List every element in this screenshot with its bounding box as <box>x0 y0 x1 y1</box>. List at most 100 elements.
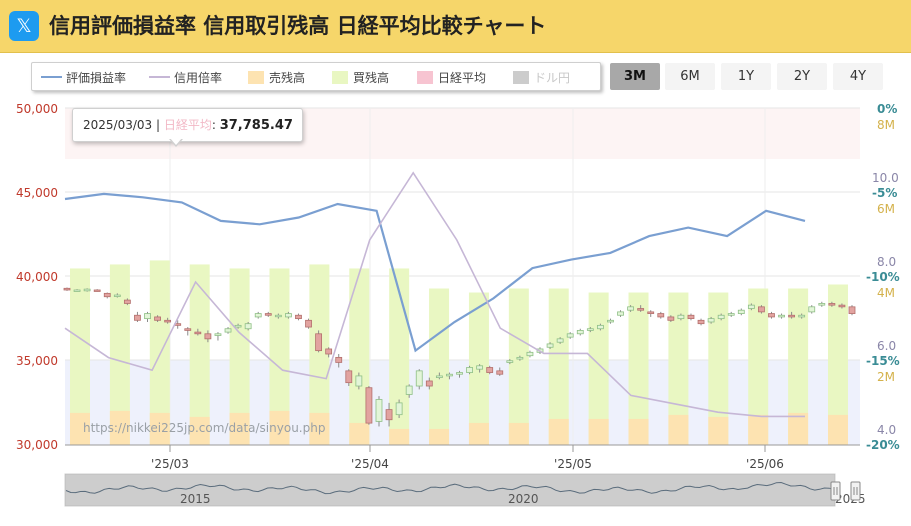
tooltip-separator: | <box>152 118 164 132</box>
sell-balance-bar <box>788 412 809 445</box>
legend-box-swatch <box>417 71 433 84</box>
candle-body <box>707 318 715 323</box>
tick-label: 10.0 <box>872 171 899 185</box>
candle-body <box>244 323 252 330</box>
sell-balance-bar <box>708 416 729 445</box>
candle-body <box>325 348 333 355</box>
navigator-track[interactable] <box>64 473 836 507</box>
range-button-1y[interactable]: 1Y <box>721 63 771 90</box>
buy-balance-bar <box>70 268 90 445</box>
candle-body <box>768 313 775 318</box>
legend-item-nikkei[interactable]: 日経平均 <box>417 69 486 85</box>
tooltip-series-name: 日経平均 <box>163 118 212 132</box>
candle-body <box>556 338 564 343</box>
candle-body <box>808 306 816 313</box>
tick-label: -20% <box>866 438 900 452</box>
buy-balance-bar <box>788 288 809 445</box>
legend-item-margin-ratio[interactable]: 信用倍率 <box>149 69 222 85</box>
candle-body <box>93 289 101 292</box>
legend-line-swatch <box>149 75 170 78</box>
legend-item-pl-ratio[interactable]: 評価損益率 <box>41 69 126 85</box>
tick-label: -5% <box>872 186 897 200</box>
range-button-4y[interactable]: 4Y <box>833 63 883 90</box>
tooltip-colon: : <box>211 118 220 132</box>
buy-balance-bar <box>269 268 290 445</box>
candle-body <box>63 287 71 291</box>
buy-balance-bar <box>149 260 170 445</box>
sell-balance-bar <box>229 412 250 445</box>
buy-balance-bar <box>189 264 210 445</box>
candle-body <box>204 333 212 340</box>
sell-balance-bar <box>149 412 170 445</box>
candle-body <box>224 328 232 333</box>
candle-body <box>778 314 785 318</box>
tick-label: 35,000 <box>16 354 58 368</box>
x-logo-icon[interactable]: 𝕏 <box>9 11 39 41</box>
candle-body <box>184 328 192 331</box>
buy-balance-bar <box>309 264 330 445</box>
tick-label: 0% <box>877 102 897 116</box>
tick-label: -15% <box>866 354 900 368</box>
tooltip-pointer-fill <box>170 138 182 145</box>
legend-box-swatch <box>248 71 264 84</box>
chart-legend: 評価損益率 信用倍率 売残高 買残高 日経平均 ドル円 <box>31 62 601 91</box>
sell-balance-bar <box>548 418 569 445</box>
candle-body <box>627 306 634 311</box>
candle-body <box>375 399 383 422</box>
candle-body <box>254 313 262 318</box>
candle-body <box>335 356 343 363</box>
navigator-selected-window[interactable] <box>65 474 835 506</box>
legend-item-buy-balance[interactable]: 買残高 <box>332 69 389 85</box>
candle-body <box>566 333 574 338</box>
navigator-year-label: 2020 <box>508 492 539 506</box>
sell-balance-bar <box>309 412 330 445</box>
x-tick-label: '25/03 <box>151 457 189 471</box>
buy-balance-bar <box>229 268 250 445</box>
tick-label: 2M <box>877 370 895 384</box>
candle-body <box>415 370 423 387</box>
candle-body <box>214 333 222 336</box>
tick-label: 4M <box>877 286 895 300</box>
navigator-handle-right[interactable] <box>850 481 861 501</box>
range-button-6m[interactable]: 6M <box>665 63 715 90</box>
candle-body <box>123 299 131 304</box>
candle-body <box>717 314 725 320</box>
legend-item-sell-balance[interactable]: 売残高 <box>248 69 305 85</box>
sell-balance-bar <box>828 414 848 445</box>
buy-balance-bar <box>349 268 370 445</box>
candle-body <box>466 367 473 373</box>
navigator-year-label: 2015 <box>180 492 211 506</box>
watermark-url: https://nikkei225jp.com/data/sinyou.php <box>83 421 325 435</box>
candle-body <box>737 309 745 314</box>
candle-body <box>476 365 484 370</box>
candle-body <box>425 380 433 387</box>
range-button-3m[interactable]: 3M <box>610 63 660 90</box>
candle-body <box>274 314 282 318</box>
tick-label: 40,000 <box>16 270 58 284</box>
x-tick-label: '25/05 <box>554 457 592 471</box>
navigator-sparkline <box>65 481 835 495</box>
legend-box-swatch <box>513 71 529 84</box>
candle-body <box>73 289 81 292</box>
navigator-handle-left[interactable] <box>830 481 841 501</box>
candle-body <box>667 316 675 321</box>
candle-body <box>496 370 504 375</box>
hover-tooltip: 2025/03/03 | 日経平均: 37,785.47 <box>72 108 303 142</box>
page-title: 信用評価損益率 信用取引残高 日経平均比較チャート <box>49 14 547 38</box>
sell-balance-bar <box>349 422 370 445</box>
range-navigator[interactable]: 2015 2020 2025 <box>64 473 866 507</box>
candle-body <box>405 385 413 395</box>
candle-body <box>747 304 755 309</box>
candle-body <box>234 324 242 328</box>
candle-body <box>456 372 463 375</box>
left-axis: 50,000 45,000 40,000 35,000 30,000 <box>16 102 58 452</box>
candle-body <box>788 314 796 318</box>
tick-label: 30,000 <box>16 438 58 452</box>
legend-label: 日経平均 <box>438 71 487 85</box>
candle-body <box>113 294 121 297</box>
candle-body <box>516 356 524 360</box>
range-button-2y[interactable]: 2Y <box>777 63 827 90</box>
legend-item-usdjpy[interactable]: ドル円 <box>513 69 570 85</box>
candle-body <box>164 319 172 323</box>
candle-body <box>486 367 494 373</box>
